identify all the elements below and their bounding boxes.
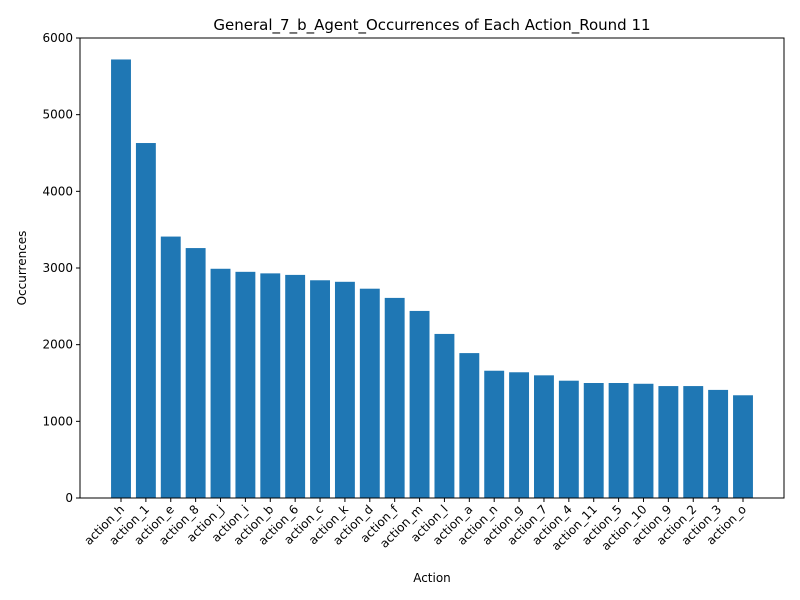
x-axis-label: Action xyxy=(413,571,451,585)
bar-action_k xyxy=(334,281,355,498)
chart-title: General_7_b_Agent_Occurrences of Each Ac… xyxy=(213,16,650,35)
y-tick-label: 0 xyxy=(65,491,73,505)
bar-action_10 xyxy=(633,383,654,498)
bar-action_a xyxy=(459,353,480,498)
bar-action_c xyxy=(310,280,330,498)
y-tick-label: 5000 xyxy=(42,108,73,122)
bar-action_7 xyxy=(534,375,554,498)
x-axis: action_haction_1action_eaction_8action_j… xyxy=(81,498,749,553)
bar-action_h xyxy=(111,59,131,498)
y-tick-label: 4000 xyxy=(42,184,73,198)
bar-action_9 xyxy=(658,386,679,498)
bar-action_d xyxy=(359,288,380,498)
bar-action_2 xyxy=(683,386,704,498)
plot-frame xyxy=(79,37,785,499)
y-tick-label: 6000 xyxy=(42,31,73,45)
bar-action_5 xyxy=(608,383,629,498)
bar-action_g xyxy=(509,372,530,498)
bar-action_6 xyxy=(285,274,306,498)
bar-action_11 xyxy=(583,383,604,498)
y-axis: 0 1000 2000 3000 4000 5000 6000 xyxy=(42,31,80,505)
bar-action_b xyxy=(260,273,281,498)
bar-action_3 xyxy=(708,389,729,498)
bar-action_1 xyxy=(135,143,156,498)
bar-action_j xyxy=(210,268,231,498)
y-tick-label: 1000 xyxy=(42,414,73,428)
bar-action_i xyxy=(235,271,256,498)
bar-action_f xyxy=(384,297,405,498)
y-tick-label: 2000 xyxy=(42,338,73,352)
bar-action_8 xyxy=(185,248,206,498)
bars-group xyxy=(111,59,753,498)
y-tick-label: 3000 xyxy=(42,261,73,275)
bar-action_o xyxy=(733,395,753,498)
y-axis-label: Occurrences xyxy=(15,231,29,306)
bar-action_l xyxy=(434,333,455,498)
bar-action_m xyxy=(409,310,430,498)
bar-action_4 xyxy=(558,380,579,498)
bar-action_e xyxy=(160,236,181,498)
bar-action_n xyxy=(484,370,505,498)
